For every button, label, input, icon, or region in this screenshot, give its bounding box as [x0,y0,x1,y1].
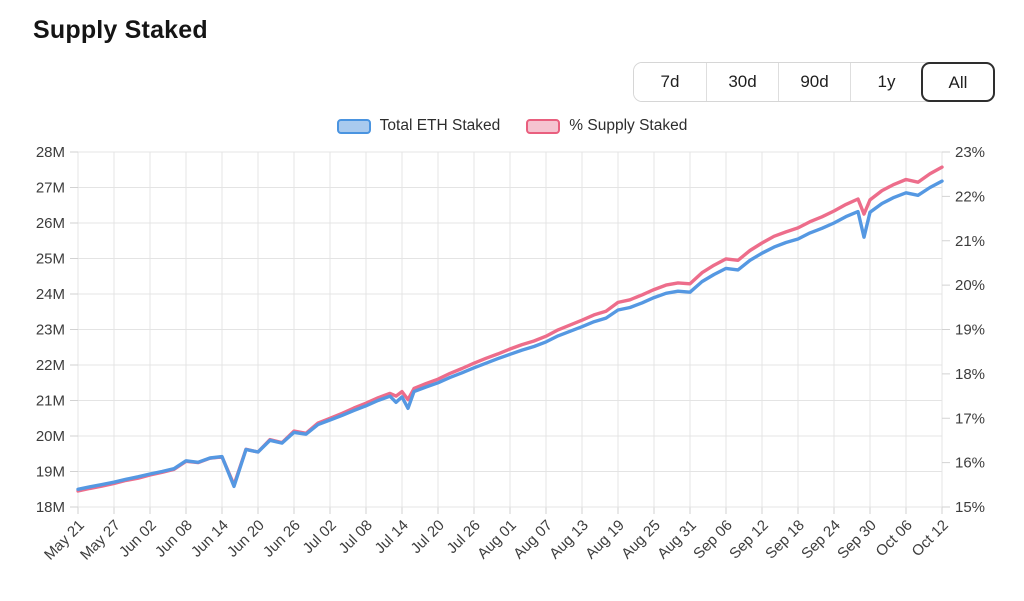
y-axis-label-right: 22% [955,188,985,205]
y-axis-label-right: 20% [955,277,985,294]
y-axis-label-right: 15% [955,499,985,516]
range-button-7d[interactable]: 7d [634,63,706,101]
y-axis-label-left: 25M [36,251,65,268]
y-axis-label-left: 26M [36,215,65,232]
x-axis-label: Aug 19 [582,517,628,563]
x-axis-label: May 27 [77,517,124,564]
y-axis-label-right: 17% [955,410,985,427]
x-axis-label: Jun 20 [224,517,268,561]
x-axis-label: Sep 12 [726,517,772,563]
x-axis-label: Sep 30 [834,517,880,563]
x-axis-label: Jun 02 [116,517,160,561]
legend-item-total-eth-staked[interactable]: Total ETH Staked [336,117,501,135]
x-axis-label: Jun 14 [188,517,232,561]
range-button-30d[interactable]: 30d [706,63,778,101]
x-axis-label: Jun 26 [260,517,304,561]
x-axis-label: Aug 13 [546,517,592,563]
range-button-90d[interactable]: 90d [778,63,850,101]
x-axis-label: Sep 24 [798,517,844,563]
y-axis-label-left: 19M [36,464,65,481]
x-axis-label: Jul 20 [408,517,448,557]
y-axis-label-left: 22M [36,357,65,374]
x-axis-label: Aug 07 [510,517,556,563]
y-axis-label-left: 21M [36,393,65,410]
legend-item-percent-supply-staked[interactable]: % Supply Staked [526,117,687,135]
y-axis-label-left: 27M [36,180,65,197]
y-axis-label-right: 16% [955,455,985,472]
y-axis-label-right: 23% [955,144,985,161]
x-axis-label: Aug 25 [618,517,664,563]
y-axis-label-left: 20M [36,428,65,445]
legend-label: Total ETH Staked [379,117,501,134]
x-axis-label: Jul 08 [336,517,376,557]
y-axis-label-left: 28M [36,144,65,161]
range-button-1y[interactable]: 1y [850,63,922,101]
x-axis-label: Jul 02 [300,517,340,557]
legend-swatch-blue-icon [336,118,371,134]
page-title: Supply Staked [33,16,208,44]
y-axis-label-left: 18M [36,499,65,516]
x-axis-label: Sep 18 [762,517,808,563]
x-axis-label: Oct 06 [873,517,916,560]
legend-swatch-pink-icon [526,118,561,134]
chart-legend: Total ETH Staked % Supply Staked [0,117,1024,135]
x-axis-label: Jul 14 [372,517,412,557]
x-axis-label: Jun 08 [152,517,196,561]
y-axis-label-right: 18% [955,366,985,383]
y-axis-label-left: 23M [36,322,65,339]
range-button-all[interactable]: All [921,62,995,102]
y-axis-label-right: 19% [955,322,985,339]
y-axis-label-right: 21% [955,233,985,250]
series-line-total-eth-staked [76,179,944,491]
x-axis-label: Aug 31 [654,517,700,563]
legend-label: % Supply Staked [569,117,688,134]
x-axis-label: Aug 01 [474,517,520,563]
x-axis-label: Oct 12 [909,517,952,560]
time-range-selector: 7d 30d 90d 1y All [633,62,995,102]
x-axis-label: Sep 06 [690,517,736,563]
y-axis-label-left: 24M [36,286,65,303]
